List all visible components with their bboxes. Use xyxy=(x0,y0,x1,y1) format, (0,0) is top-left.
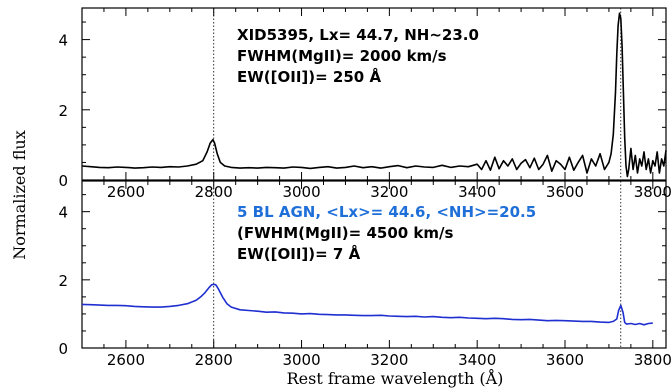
y-tick-label: 0 xyxy=(58,340,68,358)
y-tick-label: 2 xyxy=(58,102,68,120)
x-axis-label: Rest frame wavelength (Å) xyxy=(287,368,504,388)
x-tick-label: 2600 xyxy=(107,183,145,201)
x-tick-label: 3200 xyxy=(370,183,408,201)
plot-frame xyxy=(81,7,667,181)
x-tick-label: 3800 xyxy=(634,351,672,369)
x-tick-label: 2600 xyxy=(107,351,145,369)
x-tick-label: 3800 xyxy=(634,183,672,201)
y-tick-label: 4 xyxy=(58,32,68,50)
annotation-bottom-2: (FWHM(MgII)= 4500 km/s xyxy=(237,224,454,242)
y-tick-label: 2 xyxy=(58,272,68,290)
annotation-bottom-3: EW([OII])= 7 Å xyxy=(237,244,361,263)
spectrum-line-bottom xyxy=(81,283,653,326)
annotation-top-2: FWHM(MgII)= 2000 km/s xyxy=(237,47,447,65)
x-tick-label: 3000 xyxy=(282,351,320,369)
y-tick-label: 4 xyxy=(58,204,68,222)
x-tick-label: 3200 xyxy=(370,351,408,369)
x-tick-label: 2800 xyxy=(195,351,233,369)
y-tick-label: 0 xyxy=(58,172,68,190)
spectrum-line-top xyxy=(81,12,667,178)
x-tick-label: 3600 xyxy=(546,351,584,369)
annotation-top-3: EW([OII])= 250 Å xyxy=(237,67,381,86)
bottom-panel: 2600 2800 3000 3200 3400 3600 3800 0 2 4 5 BL AGN,… xyxy=(58,180,672,369)
x-tick-label: 3600 xyxy=(546,183,584,201)
annotation-bottom-1: 5 BL AGN, <Lx>= 44.6, <NH>=20.5 xyxy=(237,203,536,221)
x-tick-label: 3400 xyxy=(458,183,496,201)
x-tick-label: 3400 xyxy=(458,351,496,369)
annotation-top-1: XID5395, Lx= 44.7, NH~23.0 xyxy=(237,26,479,44)
plot-frame xyxy=(81,180,667,349)
y-axis-label: Normalized flux xyxy=(10,130,29,259)
x-tick-label: 3000 xyxy=(282,183,320,201)
